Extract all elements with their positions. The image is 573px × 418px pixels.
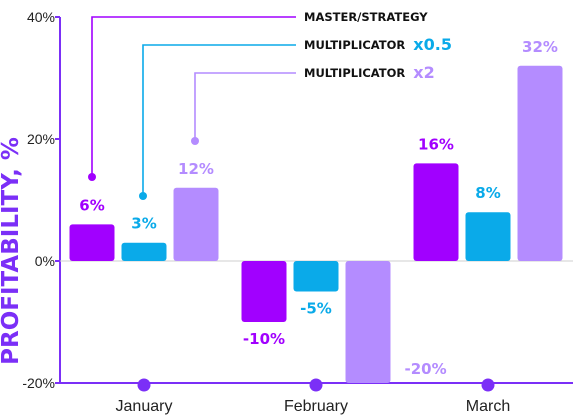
data-label-series-1-january: 6% [79, 196, 104, 214]
axes-layer: -20% 0% 20% 40% PROFITABILITY, % January Febru… [0, 9, 573, 415]
x-category-label: January [116, 398, 173, 415]
y-tick-label: 20% [27, 131, 55, 147]
legend-entry-multiplier: x2 [413, 63, 434, 82]
category-marker-dot [137, 378, 151, 392]
bar-series-1-january [69, 224, 115, 261]
bar-series-1-march [413, 163, 459, 261]
data-label-series-1-february: -10% [243, 330, 285, 348]
bar-series-2-march [465, 212, 511, 261]
x-category-label: March [466, 398, 510, 415]
legend-connector-dot [88, 173, 96, 181]
bar-series-1-february [241, 261, 287, 322]
legend-entry-multiplier: x0.5 [413, 35, 452, 54]
bar-series-3-february [345, 261, 391, 383]
bar-series-2-january [121, 242, 167, 261]
data-label-series-3-january: 12% [178, 160, 214, 178]
bar-series-3-january [173, 187, 219, 261]
legend-entry-label: MASTER/STRATEGY [304, 10, 428, 24]
legend-connector-dot [191, 137, 199, 145]
category-marker-dot [481, 378, 495, 392]
y-tick-label: 40% [27, 9, 55, 25]
data-label-series-3-march: 32% [522, 38, 558, 56]
y-tick-label: -20% [22, 375, 55, 391]
category-marker-dot [309, 378, 323, 392]
legend-entry-label: MULTIPLICATOR [304, 66, 405, 80]
data-label-series-2-january: 3% [131, 215, 156, 233]
data-label-series-3-february: -20% [405, 360, 447, 378]
y-tick-label: 0% [35, 253, 55, 269]
legend-connector-line [91, 16, 296, 177]
bars-layer [69, 65, 563, 383]
legend-entry-label: MULTIPLICATOR [304, 38, 405, 52]
y-axis-title: PROFITABILITY, % [0, 137, 24, 365]
legend-connector-line [142, 44, 296, 196]
x-category-label: February [284, 398, 348, 415]
legend-layer: MASTER/STRATEGY MULTIPLICATOR x0.5 MULTIPLI… [88, 10, 452, 200]
labels-layer: 6% -10% 16% 3% -5% 8% 12% -20% 32% [79, 38, 558, 378]
data-label-series-2-february: -5% [300, 300, 332, 318]
data-label-series-2-march: 8% [475, 184, 500, 202]
data-label-series-1-march: 16% [418, 135, 454, 153]
bar-series-3-march [517, 65, 563, 261]
bar-series-2-february [293, 261, 339, 292]
legend-connector-dot [139, 192, 147, 200]
legend-connector-line [194, 72, 296, 141]
